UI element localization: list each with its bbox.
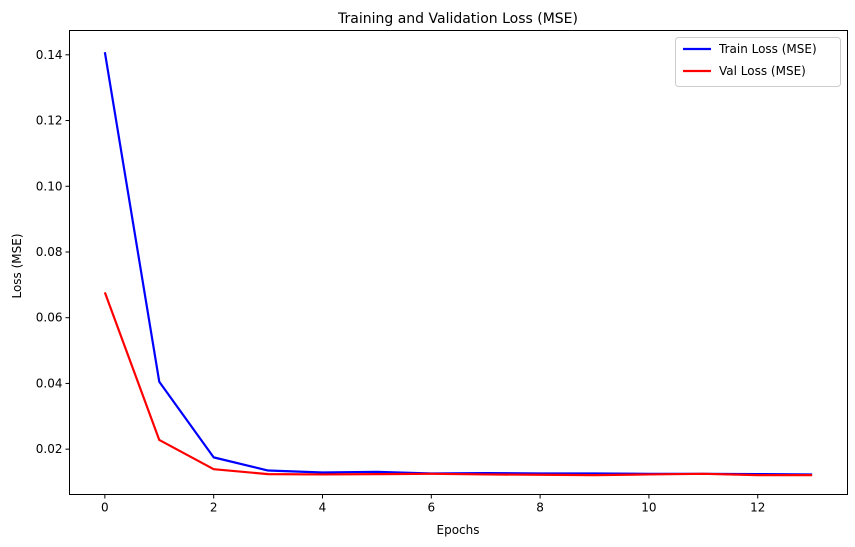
x-axis-label: Epochs — [437, 523, 480, 537]
y-tick-label: 0.02 — [36, 442, 63, 456]
y-tick-label: 0.10 — [36, 179, 63, 193]
x-tick-label: 4 — [319, 501, 327, 515]
y-tick-label: 0.04 — [36, 376, 63, 390]
x-tick-label: 10 — [641, 501, 656, 515]
axis-ticks: 0 2 4 6 8 10 12 0.02 0.04 0.06 0.08 0.10 0.12 0.14 — [36, 48, 766, 515]
x-tick-label: 2 — [210, 501, 218, 515]
y-tick-label: 0.14 — [36, 48, 63, 62]
legend-label: Val Loss (MSE) — [719, 64, 806, 78]
legend: Train Loss (MSE) Val Loss (MSE) — [675, 37, 841, 87]
x-tick-label: 6 — [427, 501, 435, 515]
x-tick-label: 12 — [750, 501, 765, 515]
series-line-train — [103, 52, 813, 476]
chart-title: Training and Validation Loss (MSE) — [337, 11, 578, 27]
series-line-val — [103, 292, 813, 477]
plot-frame — [69, 30, 848, 495]
x-tick-label: 0 — [101, 501, 109, 515]
y-tick-label: 0.08 — [36, 245, 63, 259]
data-lines — [103, 52, 813, 477]
x-tick-label: 8 — [536, 501, 544, 515]
legend-box — [675, 37, 841, 87]
legend-label: Train Loss (MSE) — [718, 42, 817, 56]
y-tick-label: 0.12 — [36, 114, 63, 128]
y-axis-label: Loss (MSE) — [10, 233, 24, 298]
y-tick-label: 0.06 — [36, 311, 63, 325]
